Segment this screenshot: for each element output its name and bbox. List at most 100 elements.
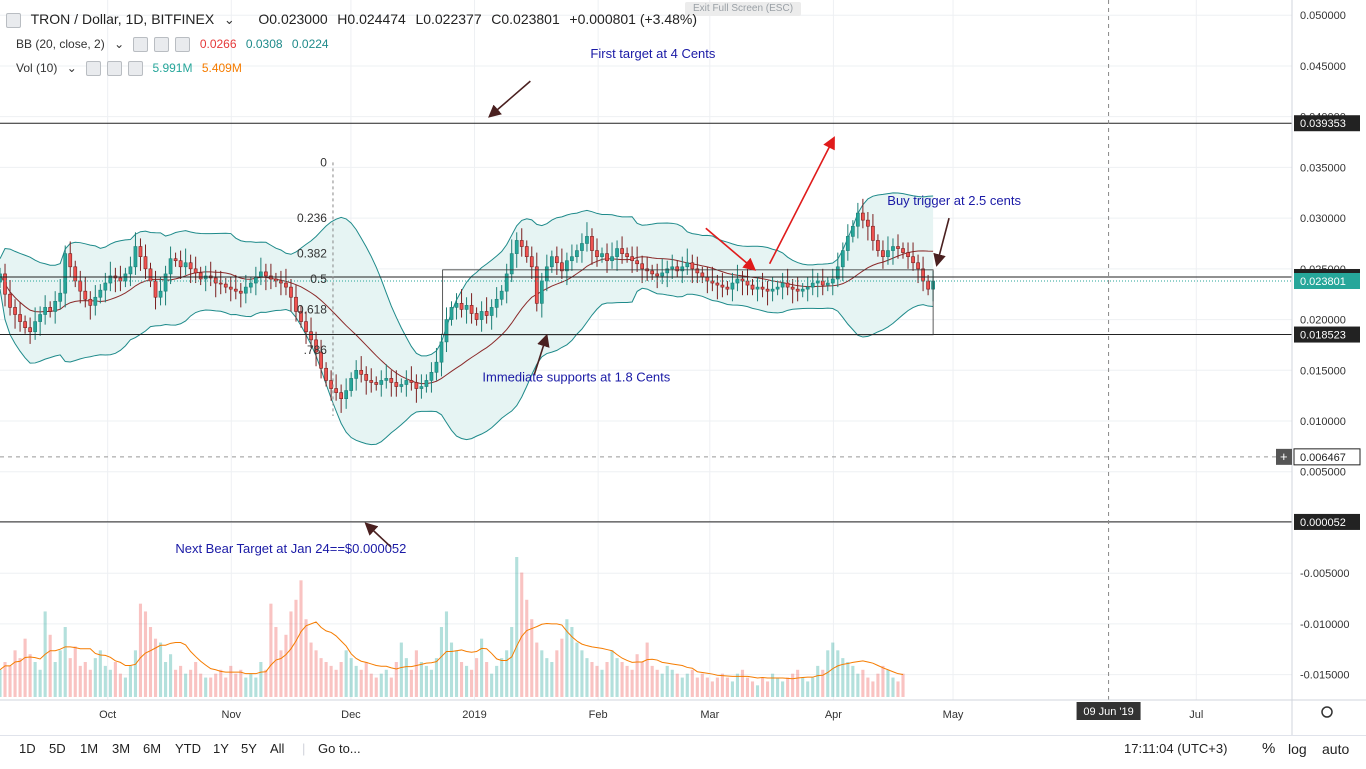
range-5y[interactable]: 5Y [241,741,257,756]
log-toggle[interactable]: log [1288,741,1307,757]
candle-body [590,236,594,251]
auto-toggle[interactable]: auto [1322,741,1350,757]
bb-label[interactable]: BB (20, close, 2) [16,37,105,51]
volume-bar [876,673,880,697]
volume-bar [750,681,755,697]
volume-bar [239,669,243,697]
symbol-title[interactable]: TRON / Dollar, 1D, BITFINEX [30,11,215,27]
candle-body [861,212,865,221]
price-axis-tick: 0.020000 [1300,315,1346,327]
price-axis-tick: 0.045000 [1300,61,1346,73]
candle-body [504,273,509,292]
volume-bar [555,650,559,697]
volume-bar [73,646,77,697]
clock[interactable]: 17:11:04 (UTC+3) [1124,741,1228,756]
volume-bar [88,669,92,697]
price-axis-tick: 0.050000 [1300,10,1346,22]
close-icon[interactable] [175,37,191,53]
candle-body [384,378,389,381]
volume-bar [374,677,378,697]
range-3m[interactable]: 3M [112,741,131,756]
range-1d[interactable]: 1D [19,741,36,756]
candle-body [835,266,840,280]
candle-body [28,327,32,333]
time-axis-tick: Nov [222,709,242,721]
candle-body [529,256,534,268]
candle-body [615,248,619,257]
settings-icon[interactable] [107,61,123,77]
vol-label[interactable]: Vol (10) [16,61,58,75]
volume-bar [244,677,248,697]
volume-bar [128,665,132,697]
candle-body [469,305,474,314]
candle-body [660,272,665,277]
range-1m[interactable]: 1M [80,741,99,756]
annotation-text-1: First target at 4 Cents [590,46,715,61]
candle-body [926,280,930,290]
time-axis-tick: Dec [341,709,361,721]
candle-body [429,372,434,381]
candle-body [499,290,504,300]
candle-body [409,380,414,383]
eye-icon[interactable] [86,61,102,77]
volume-bar [279,650,283,697]
candle-body [635,260,639,265]
vol-value: 5.991M [152,61,193,75]
candle-body [223,283,228,288]
candle-body [464,305,469,310]
chevron-down-icon[interactable]: ⌄ [223,12,235,27]
percent-toggle[interactable]: % [1262,740,1276,757]
volume-bar [269,603,273,697]
volume-bar [776,677,780,697]
volume-bar [720,673,724,697]
volume-bar [294,599,298,697]
range-1y[interactable]: 1Y [213,741,229,756]
candle-body [845,236,850,251]
candle-body [489,307,494,316]
volume-bar [309,642,313,697]
volume-bar [791,673,795,697]
collapse-icon[interactable] [6,13,21,29]
volume-bar [620,662,624,697]
chevron-down-icon[interactable]: ⌄ [66,61,77,75]
volume-bar [600,669,604,697]
volume-bar [725,677,729,697]
volume-bar [189,669,193,697]
volume-bar [123,677,127,697]
volume-bar [419,662,423,697]
fib-level-label: 0.5 [310,272,327,286]
candle-body [43,307,48,315]
candle-body [23,321,27,328]
volume-bar [414,650,418,697]
range-ytd[interactable]: YTD [175,741,201,756]
volume-bar [229,665,233,697]
range-5d[interactable]: 5D [49,741,66,756]
candle-body [213,277,218,284]
settings-icon[interactable] [154,37,170,53]
volume-bar [274,627,278,697]
volume-bar [801,677,805,697]
candle-body [424,380,429,387]
volume-bar [314,650,318,697]
range-6m[interactable]: 6M [143,741,162,756]
volume-bar [771,673,775,697]
eye-icon[interactable] [133,37,149,53]
range-all[interactable]: All [270,741,285,756]
volume-bar [359,669,363,697]
volume-bar [655,669,659,697]
candle-body [534,266,539,304]
volume-bar [605,662,609,697]
fib-level-label: 0.618 [297,302,327,316]
candle-body [585,236,589,244]
volume-bar [289,611,293,697]
volume-bar [184,673,188,697]
candle-body [886,250,890,257]
volume-bar [304,619,308,697]
chevron-down-icon[interactable]: ⌄ [114,37,125,51]
volume-bar [424,665,428,697]
goto-button[interactable]: Go to... [318,741,361,756]
annotation-arrow [933,217,950,267]
close-icon[interactable] [128,61,144,77]
volume-bar [118,673,122,697]
